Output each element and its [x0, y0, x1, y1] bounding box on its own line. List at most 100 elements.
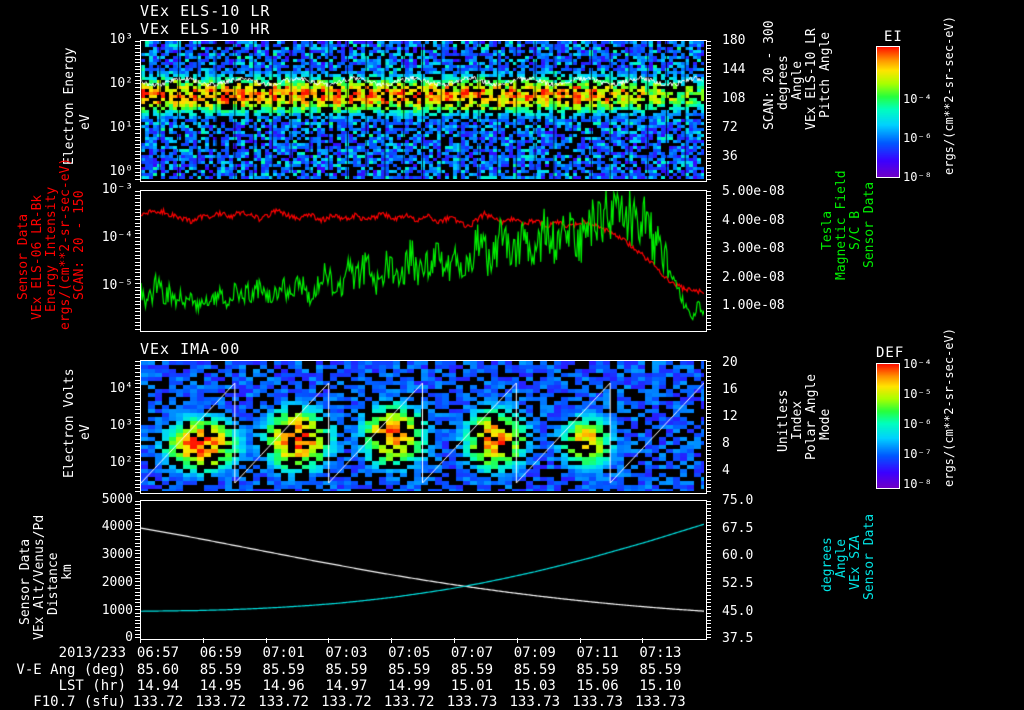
- axis-tick: [706, 585, 711, 586]
- axis-tick: [706, 571, 711, 572]
- axis-tick: [135, 244, 140, 245]
- footer-row-label-3: F10.7 (sfu): [33, 694, 126, 710]
- axis-tick: [135, 154, 140, 155]
- axis-tick: [135, 560, 140, 561]
- axis-tick: [135, 122, 140, 123]
- axis-tick: [135, 76, 140, 77]
- axis-tick: [706, 402, 711, 403]
- panel3-ytick-1: 10³: [109, 418, 133, 433]
- panel1-right-tick-2: 108: [722, 91, 746, 106]
- axis-tick: [706, 420, 711, 421]
- footer-cell-r3-c4: 133.72: [383, 694, 435, 710]
- axis-tick: [135, 609, 140, 610]
- axis-tick: [135, 454, 140, 455]
- axis-tick: [706, 41, 711, 42]
- axis-tick: [706, 588, 711, 589]
- footer-cell-r0-c8: 07:13: [639, 645, 682, 661]
- axis-tick: [706, 613, 711, 614]
- axis-tick: [706, 432, 711, 433]
- panel1-ytick-2: 10¹: [109, 120, 133, 135]
- panel3-cbtick-0: 10⁻⁴: [903, 357, 932, 371]
- axis-tick: [706, 244, 711, 245]
- panel4-lineplot-canvas: [141, 501, 704, 637]
- panel4-right-tick-4: 45.0: [722, 604, 754, 619]
- panel3-plot-area[interactable]: [140, 360, 707, 494]
- panel4-ytick-4: 1000: [101, 603, 133, 618]
- axis-tick: [135, 83, 140, 84]
- axis-tick: [706, 223, 711, 224]
- panel1-right-tick-0: 180: [722, 33, 746, 48]
- footer-cell-r1-c1: 85.59: [199, 662, 242, 678]
- axis-tick: [135, 595, 140, 596]
- axis-tick: [135, 248, 140, 249]
- axis-tick: [135, 272, 140, 273]
- axis-tick: [706, 394, 711, 395]
- axis-tick: [135, 623, 140, 624]
- axis-tick: [706, 637, 711, 638]
- axis-tick: [135, 294, 140, 295]
- axis-tick: [135, 458, 140, 459]
- axis-tick: [135, 627, 140, 628]
- axis-tick: [706, 276, 711, 277]
- axis-tick: [706, 428, 711, 429]
- panel2-left-label-line3: Energy Intensity: [44, 186, 59, 312]
- axis-tick: [706, 518, 711, 519]
- axis-tick: [706, 83, 711, 84]
- panel2-plot-area[interactable]: [140, 190, 707, 332]
- footer-cell-r1-c0: 85.60: [136, 662, 180, 678]
- axis-tick: [135, 606, 140, 607]
- axis-tick: [135, 443, 140, 444]
- axis-tick: [706, 616, 711, 617]
- axis-tick: [706, 546, 711, 547]
- axis-tick: [135, 571, 140, 572]
- axis-tick: [135, 461, 140, 462]
- axis-tick: [706, 372, 711, 373]
- axis-tick: [135, 602, 140, 603]
- axis-tick: [706, 226, 711, 227]
- axis-tick: [706, 543, 711, 544]
- axis-tick: [135, 487, 140, 488]
- panel1-plot-area[interactable]: [140, 40, 707, 182]
- axis-tick: [135, 501, 140, 502]
- footer-row-label-0: 2013/233: [58, 645, 126, 661]
- axis-tick: [706, 76, 711, 77]
- footer-cell-r1-c4: 85.59: [388, 662, 431, 678]
- panel1-title-line1: VEx ELS-10 LR: [140, 2, 271, 20]
- axis-tick: [135, 216, 140, 217]
- axis-tick: [135, 147, 140, 148]
- panel4-left-label-line3: Distance: [46, 552, 61, 615]
- panel3-cbtick-1: 10⁻⁵: [903, 387, 932, 401]
- axis-tick: [706, 409, 711, 410]
- axis-tick: [135, 59, 140, 60]
- panel1-cbtick-0: 10⁻⁴: [903, 92, 932, 106]
- axis-tick: [706, 258, 711, 259]
- axis-tick: [706, 59, 711, 60]
- panel2-left-label-line2: VEx ELS-06 LR-Bk: [30, 194, 45, 320]
- axis-tick: [706, 287, 711, 288]
- axis-tick: [706, 251, 711, 252]
- axis-tick: [706, 45, 711, 46]
- axis-tick: [135, 634, 140, 635]
- x-axis-tick: [391, 638, 392, 643]
- axis-tick: [135, 325, 140, 326]
- x-axis-tick: [266, 638, 267, 643]
- axis-tick: [706, 595, 711, 596]
- axis-tick: [706, 66, 711, 67]
- axis-tick: [135, 402, 140, 403]
- axis-tick: [135, 391, 140, 392]
- axis-tick: [706, 532, 711, 533]
- panel1-ytick-1: 10²: [109, 76, 133, 91]
- axis-tick: [706, 620, 711, 621]
- panel3-right-tick-0: 20: [722, 355, 738, 370]
- axis-tick: [135, 599, 140, 600]
- axis-tick: [135, 179, 140, 180]
- panel3-right-tick-4: 4: [722, 463, 730, 478]
- x-axis-tick: [328, 638, 329, 643]
- panel1-right-label-line4: degrees: [776, 55, 791, 110]
- panel4-plot-area[interactable]: [140, 500, 707, 640]
- footer-cell-r1-c5: 85.59: [450, 662, 494, 678]
- axis-tick: [135, 322, 140, 323]
- panel1-ytick-3: 10⁰: [109, 164, 133, 179]
- axis-tick: [135, 557, 140, 558]
- axis-tick: [135, 532, 140, 533]
